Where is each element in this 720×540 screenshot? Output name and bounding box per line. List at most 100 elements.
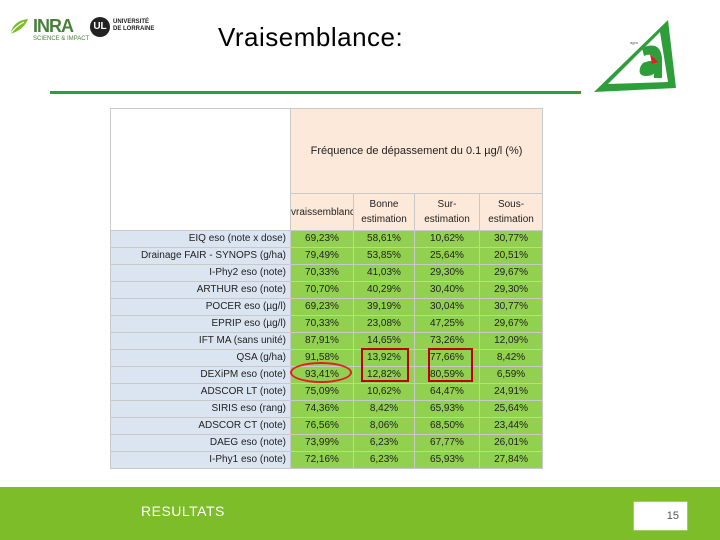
column-header: Sous-estimation xyxy=(478,193,544,231)
inra-leaf-icon xyxy=(9,19,28,35)
svg-text:agro: agro xyxy=(630,40,639,45)
row-label: Drainage FAIR - SYNOPS (g/ha) xyxy=(110,247,291,265)
table-row: DAEG eso (note) 73,99% 6,23% 67,77% 26,01% xyxy=(110,434,544,452)
inra-logo-text: INRA xyxy=(33,16,74,36)
footer-bar xyxy=(0,487,720,540)
table-cell: 12,82% xyxy=(353,366,415,384)
table-cell: 23,44% xyxy=(478,417,544,435)
table-cell: 39,19% xyxy=(353,298,415,316)
table-row: Drainage FAIR - SYNOPS (g/ha) 79,49% 53,85… xyxy=(110,247,544,265)
table-cell: 26,01% xyxy=(478,434,544,452)
table-cell: 40,29% xyxy=(353,281,415,299)
table-body: EIQ eso (note x dose) 69,23% 58,61% 10,62% 3… xyxy=(110,230,544,469)
highlight-box-bonne xyxy=(361,348,409,382)
table-cell: 30,77% xyxy=(478,298,544,316)
universite-lorraine-logo: UL UNIVERSITÉ DE LORRAINE xyxy=(90,16,155,42)
table-cell: 6,23% xyxy=(353,434,415,452)
table-cell: 65,93% xyxy=(414,400,480,418)
table-row: I-Phy1 eso (note) 72,16% 6,23% 65,93% 27,84% xyxy=(110,451,544,469)
table-cell: 29,67% xyxy=(478,264,544,282)
title-underline xyxy=(50,91,581,94)
table-cell: 87,91% xyxy=(290,332,354,350)
table-cell: 27,84% xyxy=(478,451,544,469)
section-label: RESULTATS xyxy=(141,503,225,519)
table-cell: 29,67% xyxy=(478,315,544,333)
table-cell: 75,09% xyxy=(290,383,354,401)
column-header: vraissemblance xyxy=(290,193,354,231)
row-label: QSA (g/ha) xyxy=(110,349,291,367)
table-cell: 20,51% xyxy=(478,247,544,265)
group-header: Fréquence de dépassement du 0.1 µg/l (%) xyxy=(289,108,544,194)
table-cell: 73,99% xyxy=(290,434,354,452)
table-cell: 10,62% xyxy=(353,383,415,401)
table-cell: 29,30% xyxy=(478,281,544,299)
table-cell: 29,30% xyxy=(414,264,480,282)
page-number: 15 xyxy=(666,510,679,522)
row-label: DEXiPM eso (note) xyxy=(110,366,291,384)
table-cell: 74,36% xyxy=(290,400,354,418)
table-cell: 65,93% xyxy=(414,451,480,469)
table-row: EIQ eso (note x dose) 69,23% 58,61% 10,62% 3… xyxy=(110,230,544,248)
table-cell: 6,59% xyxy=(478,366,544,384)
table-cell: 68,50% xyxy=(414,417,480,435)
table-row: ADSCOR LT (note) 75,09% 10,62% 64,47% 24,91% xyxy=(110,383,544,401)
table-cell: 79,49% xyxy=(290,247,354,265)
table-cell: 69,23% xyxy=(290,230,354,248)
table-cell: 70,33% xyxy=(290,264,354,282)
table-row: SIRIS eso (rang) 74,36% 8,42% 65,93% 25,64% xyxy=(110,400,544,418)
table-cell: 72,16% xyxy=(290,451,354,469)
table-cell: 10,62% xyxy=(414,230,480,248)
table-cell: 47,25% xyxy=(414,315,480,333)
table-cell: 25,64% xyxy=(478,400,544,418)
table-cell: 6,23% xyxy=(353,451,415,469)
lorraine-logo-text: UNIVERSITÉ DE LORRAINE xyxy=(113,19,155,32)
table-row: EPRIP eso (µg/l) 70,33% 23,08% 47,25% 29,67% xyxy=(110,315,544,333)
column-header: Sur-estimation xyxy=(414,193,480,231)
highlight-box-sur xyxy=(428,348,473,382)
row-label: ADSCOR CT (note) xyxy=(110,417,291,435)
table-cell: 14,65% xyxy=(353,332,415,350)
row-label: DAEG eso (note) xyxy=(110,434,291,452)
row-label: SIRIS eso (rang) xyxy=(110,400,291,418)
inra-logo-subtitle: SCIENCE & IMPACT xyxy=(33,36,90,42)
table-cell: 58,61% xyxy=(353,230,415,248)
table-cell: 8,06% xyxy=(353,417,415,435)
table-cell: 73,26% xyxy=(414,332,480,350)
table-cell: 12,09% xyxy=(478,332,544,350)
table-cell: 30,77% xyxy=(478,230,544,248)
table-cell: 24,91% xyxy=(478,383,544,401)
table-row: IFT MA (sans unité) 87,91% 14,65% 73,26% 12,… xyxy=(110,332,544,350)
row-label: I-Phy2 eso (note) xyxy=(110,264,291,282)
row-label: I-Phy1 eso (note) xyxy=(110,451,291,469)
row-label: ARTHUR eso (note) xyxy=(110,281,291,299)
table-cell: 53,85% xyxy=(353,247,415,265)
table-cell: 41,03% xyxy=(353,264,415,282)
table-row: ADSCOR CT (note) 76,56% 8,06% 68,50% 23,44% xyxy=(110,417,544,435)
row-label: POCER eso (µg/l) xyxy=(110,298,291,316)
table-cell: 8,42% xyxy=(353,400,415,418)
highlight-ellipse xyxy=(290,362,352,383)
column-header: Bonne estimation xyxy=(353,193,415,231)
table-corner xyxy=(110,108,291,231)
table-cell: 30,40% xyxy=(414,281,480,299)
table-cell: 64,47% xyxy=(414,383,480,401)
table-cell: 76,56% xyxy=(290,417,354,435)
slide-title: Vraisemblance: xyxy=(218,22,404,52)
table-cell: 67,77% xyxy=(414,434,480,452)
table-cell: 23,08% xyxy=(353,315,415,333)
row-label: EPRIP eso (µg/l) xyxy=(110,315,291,333)
row-label: IFT MA (sans unité) xyxy=(110,332,291,350)
table-cell: 8,42% xyxy=(478,349,544,367)
table-cell: 69,23% xyxy=(290,298,354,316)
row-label: EIQ eso (note x dose) xyxy=(110,230,291,248)
table-row: POCER eso (µg/l) 69,23% 39,19% 30,04% 30,77% xyxy=(110,298,544,316)
table-cell: 13,92% xyxy=(353,349,415,367)
row-label: ADSCOR LT (note) xyxy=(110,383,291,401)
table-row: I-Phy2 eso (note) 70,33% 41,03% 29,30% 29,67… xyxy=(110,264,544,282)
table-cell: 25,64% xyxy=(414,247,480,265)
lorraine-mark-icon: UL xyxy=(90,17,110,37)
results-table: Fréquence de dépassement du 0.1 µg/l (%)… xyxy=(110,108,544,469)
table-cell: 70,33% xyxy=(290,315,354,333)
page-number-box: 15 xyxy=(633,501,688,531)
inra-logo: INRA SCIENCE & IMPACT xyxy=(8,14,89,44)
